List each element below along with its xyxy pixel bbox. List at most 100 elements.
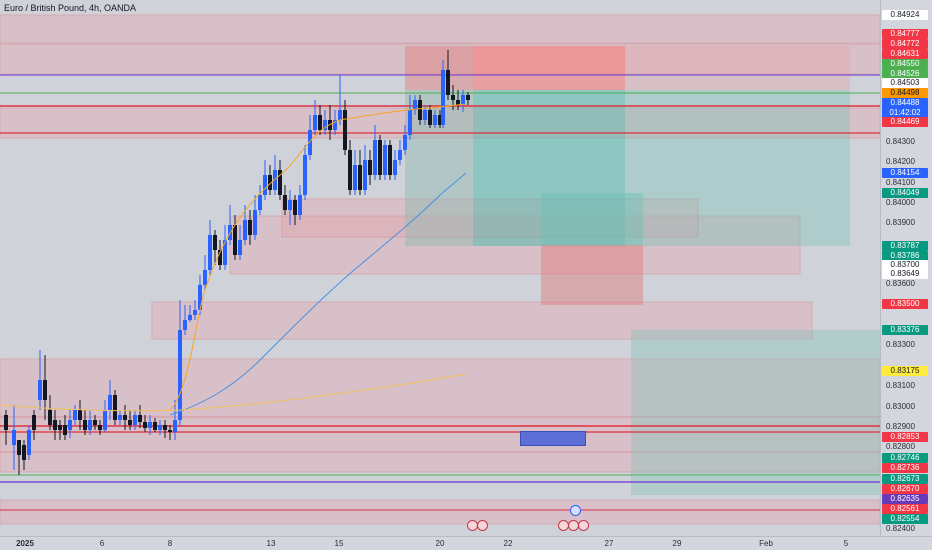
price-tag: 0.84526 [882,69,928,79]
event-marker-icon[interactable] [578,520,589,531]
price-tick: 0.84300 [886,137,915,146]
ma-mid-line [169,172,467,416]
price-tag: 0.83376 [882,325,928,335]
price-tick: 0.83900 [886,218,915,227]
current-price-tag: 0.84488 01:42:02 [882,98,928,118]
symbol-title[interactable]: Euro / British Pound, 4h, OANDA [4,3,137,13]
bar-countdown: 01:42:02 [889,108,921,117]
price-tag: 0.84924 [882,10,928,20]
candle-body [17,440,21,455]
position-target-zone [631,330,880,495]
price-tag: 0.83787 [882,241,928,251]
ma-fast-line [169,103,467,411]
candle-body [63,425,67,435]
candle-body [441,70,445,125]
candle-body [4,415,8,430]
candle-body [168,430,172,432]
position-target-zone [625,90,850,246]
candle-body [213,235,217,250]
candle-body [393,160,397,175]
price-tag: 0.82670 [882,484,928,494]
candle-body [223,240,227,265]
candle-body [188,315,192,320]
candle-body [298,195,302,215]
position-stop-zone [541,245,643,305]
candle-body [133,415,137,425]
position-stop-zone [625,46,850,90]
candle-body [308,130,312,155]
candle-body [333,120,337,130]
candle-body [83,420,87,430]
candle-body [248,220,252,235]
candle-body [403,135,407,150]
price-tag: 0.84049 [882,188,928,198]
time-label: 5 [843,539,849,548]
candle-body [413,100,417,110]
candle-body [68,420,72,430]
candle-body [78,410,82,420]
position-stop-zone [473,46,625,90]
time-label: 2025 [16,539,34,548]
price-chart[interactable] [0,0,880,536]
candle-body [73,410,77,420]
candle-body [143,422,147,428]
price-tick: 0.82900 [886,422,915,431]
candle-body [148,422,152,428]
time-label: 8 [167,539,173,548]
price-tick: 0.83300 [886,340,915,349]
event-marker-icon[interactable] [570,505,581,516]
candle-body [183,320,187,330]
time-label: 22 [503,539,513,548]
event-marker-icon[interactable] [477,520,488,531]
zone-rect [0,43,880,75]
chart-background [0,0,880,536]
candle-body [433,115,437,125]
zone-rect [281,198,699,238]
candle-body [338,110,342,120]
candle-body [118,415,122,420]
candle-body [273,170,277,190]
candle-body [38,380,42,400]
candle-body [323,120,327,130]
price-tick: 0.84000 [886,198,915,207]
candle-body [113,395,117,420]
candle-body [27,430,31,455]
price-tag: 0.83500 [882,299,928,309]
candle-body [438,115,442,125]
candle-body [123,415,127,420]
zone-rect [0,14,880,44]
candle-body [93,420,97,425]
candle-body [373,140,377,175]
candle-body [358,165,362,190]
candle-body [12,430,16,445]
time-label: 13 [266,539,276,548]
candle-body [461,95,465,105]
price-tick: 0.83100 [886,381,915,390]
price-tick: 0.83000 [886,402,915,411]
drawing-label-box[interactable] [520,431,586,446]
time-label: Feb [759,539,773,548]
candle-body [353,165,357,190]
price-tag: 0.82853 [882,432,928,442]
time-label: 27 [604,539,614,548]
candle-body [268,175,272,190]
candle-body [313,115,317,130]
price-tag: 0.84777 [882,29,928,39]
candle-body [263,175,267,195]
candle-body [98,425,102,430]
candle-body [418,100,422,120]
candle-body [32,415,36,430]
candle-body [173,420,177,432]
candle-body [48,410,52,425]
candle-body [278,170,282,195]
price-tag: 0.82736 [882,463,928,473]
candle-body [368,160,372,175]
candle-body [456,100,460,105]
time-label: 20 [435,539,445,548]
zone-rect [229,215,801,275]
candle-body [363,160,367,190]
time-axis[interactable] [0,536,932,550]
time-label: 15 [334,539,344,548]
position-target-zone [541,193,643,245]
